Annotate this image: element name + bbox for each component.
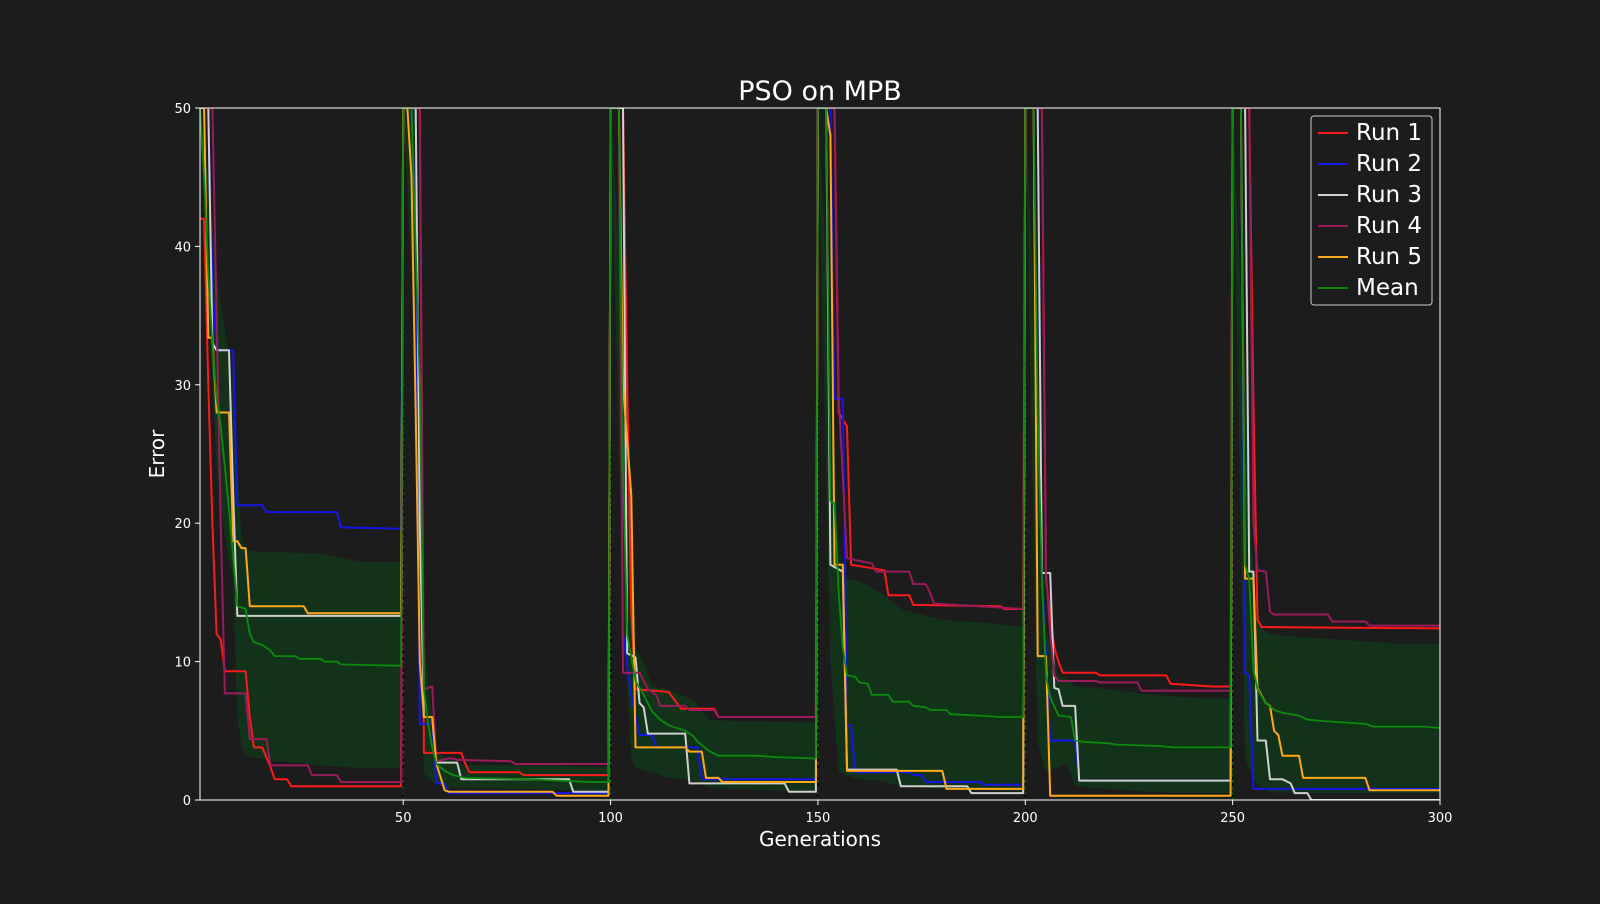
legend-label-run-1: Run 1 [1356,120,1422,146]
legend: Run 1 Run 2 Run 3 Run 4 Run 5 Mean [1310,115,1433,306]
legend-label-run-2: Run 2 [1356,151,1422,177]
legend-label-run-5: Run 5 [1356,244,1422,270]
y-tick-label-20: 20 [174,517,191,532]
chart-title: PSO on MPB [738,76,902,107]
x-tick-label-300: 300 [1428,811,1453,826]
legend-label-run-3: Run 3 [1356,182,1422,208]
y-tick-label-10: 10 [174,656,191,671]
series-line-run-1 [200,108,1440,788]
plot-frame [199,107,1441,801]
y-axis-label: Error [145,429,169,479]
x-tick-label-250: 250 [1220,811,1245,826]
mean-confidence-band [200,108,1440,794]
y-tick-label-30: 30 [174,379,191,394]
y-tick-label-50: 50 [174,102,191,117]
x-tick-label-150: 150 [806,811,831,826]
mean-confidence-band-layer [200,108,1440,794]
series-line-mean [200,108,1440,783]
series-lines [200,108,1440,800]
series-line-run-3 [200,108,1440,800]
x-tick-label-50: 50 [395,811,412,826]
y-axis-ticks: 0 10 20 30 40 50 [174,102,200,809]
legend-label-mean: Mean [1356,275,1419,301]
x-axis-label: Generations [759,827,881,851]
x-tick-label-200: 200 [1013,811,1038,826]
x-tick-label-100: 100 [598,811,623,826]
series-line-run-2 [200,108,1440,795]
legend-label-run-4: Run 4 [1356,213,1422,239]
y-tick-label-40: 40 [174,240,191,255]
x-axis-ticks: 50 100 150 200 250 300 [395,800,1452,826]
y-tick-label-0: 0 [183,794,191,809]
legend-items: Run 1 Run 2 Run 3 Run 4 Run 5 Mean [1318,120,1422,301]
